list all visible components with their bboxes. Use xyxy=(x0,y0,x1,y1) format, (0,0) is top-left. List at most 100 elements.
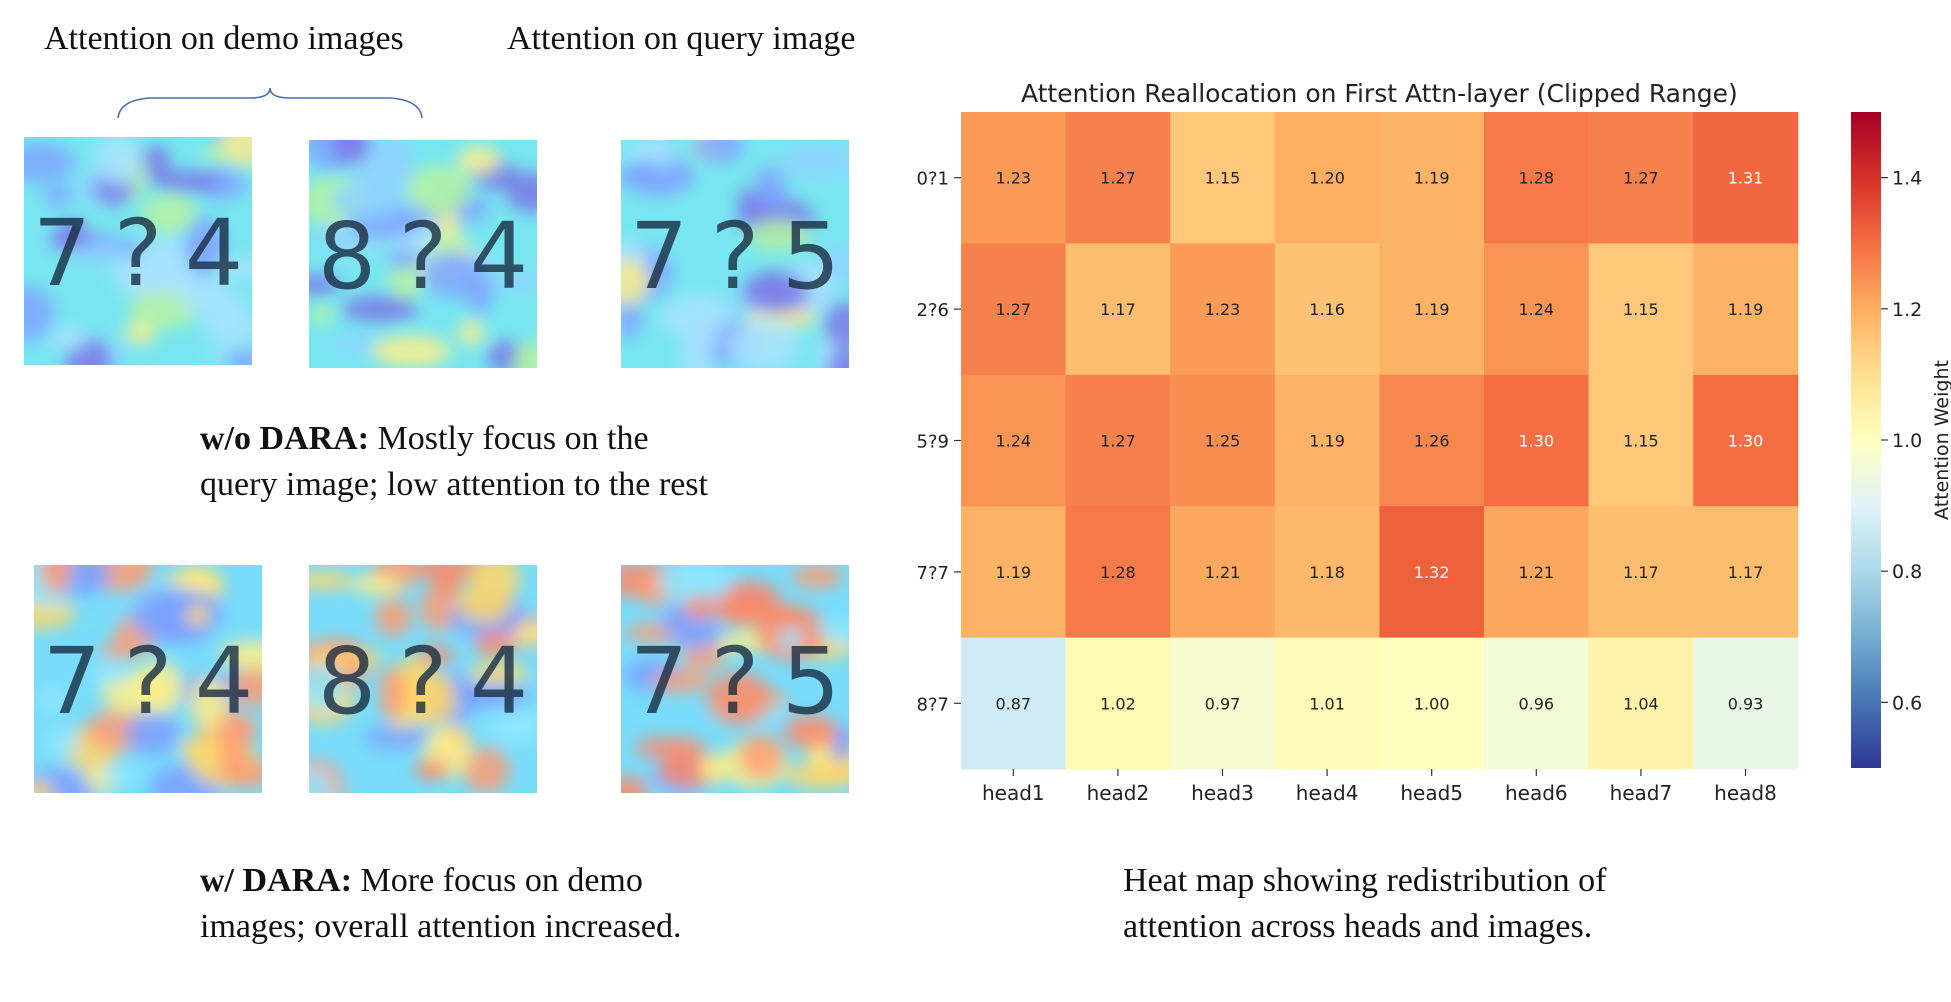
heatmap-cell xyxy=(1065,637,1171,770)
heatmap-cell xyxy=(961,374,1067,507)
tile-digit: 4 xyxy=(185,200,244,307)
heatmap-cell-label: 1.17 xyxy=(1728,563,1764,582)
x-tick-label: head5 xyxy=(1400,781,1463,805)
x-tick-label: head1 xyxy=(982,781,1045,805)
heatmap-cell-label: 0.93 xyxy=(1728,694,1764,713)
tile-digit: 7 xyxy=(630,203,689,310)
without-dara-demo-image-1: 7? 4 xyxy=(24,137,252,365)
colorbar xyxy=(1851,112,1881,768)
heatmap-cell-label: 0.96 xyxy=(1518,694,1554,713)
heatmap-cell-label: 1.28 xyxy=(1100,563,1136,582)
tile-digit: 5 xyxy=(782,628,841,735)
demo-images-label: Attention on demo images xyxy=(44,20,404,57)
heatmap-caption-line2: attention across heads and images. xyxy=(1123,908,1593,945)
tile-digit: 5 xyxy=(782,203,841,310)
heatmap-cell xyxy=(1170,374,1276,507)
tile-digit: 7 xyxy=(33,200,92,307)
x-tick-label: head8 xyxy=(1714,781,1777,805)
with-dara-query-image: 7? 5 xyxy=(621,565,849,793)
caption-with-dara: w/ DARA: More focus on demo images; over… xyxy=(200,858,820,950)
heatmap-cell xyxy=(1379,637,1485,770)
heatmap-cell-label: 1.21 xyxy=(1205,563,1241,582)
heatmap-cell-label: 1.19 xyxy=(1414,169,1450,188)
heatmap-cell xyxy=(1274,637,1380,770)
heatmap-caption: Heat map showing redistribution of atten… xyxy=(1123,858,1743,950)
heatmap-cell xyxy=(961,243,1067,376)
without-dara-demo-image-2: 8? 4 xyxy=(309,140,537,368)
heatmap-caption-line1: Heat map showing redistribution of xyxy=(1123,862,1607,899)
with-dara-demo-image-1: 7? 4 xyxy=(34,565,262,793)
colorbar-tick-label: 1.4 xyxy=(1892,168,1922,190)
y-tick-label: 5?9 xyxy=(917,432,949,453)
heatmap-cell-label: 1.01 xyxy=(1309,694,1345,713)
heatmap-cell xyxy=(1484,637,1590,770)
heatmap-cell-label: 1.24 xyxy=(1518,300,1554,319)
heatmap-cell xyxy=(1379,112,1485,244)
colorbar-tick-label: 0.8 xyxy=(1892,561,1922,583)
heatmap-cell-label: 1.00 xyxy=(1414,694,1450,713)
heatmap-cell-label: 1.19 xyxy=(1309,432,1345,451)
heatmap-cell-label: 1.02 xyxy=(1100,694,1136,713)
heatmap-cell xyxy=(1588,112,1694,244)
heatmap-cell-label: 1.19 xyxy=(995,563,1031,582)
tile-digit: ? xyxy=(399,203,448,310)
heatmap-cell xyxy=(1170,637,1276,770)
heatmap-cell xyxy=(1065,243,1171,376)
heatmap-cell-label: 1.23 xyxy=(995,169,1031,188)
heatmap-cell xyxy=(1484,243,1590,376)
tile-digit: 8 xyxy=(318,628,377,735)
heatmap-cell xyxy=(1588,506,1694,639)
caption-without-dara-bold: w/o DARA: xyxy=(200,420,370,457)
heatmap-cell xyxy=(1170,243,1276,376)
heatmap-cell xyxy=(1484,506,1590,639)
x-tick-label: head7 xyxy=(1610,781,1673,805)
caption-with-dara-bold: w/ DARA: xyxy=(200,862,353,899)
y-tick-label: 8?7 xyxy=(917,694,949,715)
tile-digit: 4 xyxy=(470,628,529,735)
heatmap-cell xyxy=(1588,374,1694,507)
chart-title: Attention Reallocation on First Attn-lay… xyxy=(1021,79,1738,108)
heatmap-cell-label: 0.87 xyxy=(995,694,1031,713)
heatmap-cell xyxy=(1484,374,1590,507)
heatmap-cell xyxy=(1379,374,1485,507)
caption-without-dara: w/o DARA: Mostly focus on the query imag… xyxy=(200,416,820,508)
heatmap-cell xyxy=(1170,112,1276,244)
heatmap-cell-label: 1.04 xyxy=(1623,694,1659,713)
heatmap-cell xyxy=(1170,506,1276,639)
heatmap-cell-label: 1.17 xyxy=(1623,563,1659,582)
heatmap-cell xyxy=(1379,243,1485,376)
heatmap-cell xyxy=(1065,506,1171,639)
heatmap-cell xyxy=(961,112,1067,244)
heatmap-cell xyxy=(1379,506,1485,639)
heatmap-cell xyxy=(1484,112,1590,244)
heatmap-cell-label: 1.27 xyxy=(1100,432,1136,451)
heatmap-cell xyxy=(1274,506,1380,639)
tile-digit: 4 xyxy=(195,628,254,735)
heatmap-cell xyxy=(1588,243,1694,376)
without-dara-query-image: 7? 5 xyxy=(621,140,849,368)
heatmap-cell-label: 1.27 xyxy=(1623,169,1659,188)
heatmap-cell xyxy=(1274,243,1380,376)
heatmap-cell-label: 1.19 xyxy=(1728,300,1764,319)
heatmap-cell xyxy=(1274,374,1380,507)
heatmap-cell xyxy=(1693,374,1799,507)
heatmap-cell-label: 1.32 xyxy=(1414,563,1450,582)
heatmap-cell-label: 1.21 xyxy=(1518,563,1554,582)
colorbar-tick-label: 1.2 xyxy=(1892,299,1922,321)
heatmap-cell-label: 1.18 xyxy=(1309,563,1345,582)
caption-with-dara-line2: images; overall attention increased. xyxy=(200,908,682,945)
y-tick-label: 7?7 xyxy=(917,563,949,584)
caption-with-dara-line1: More focus on demo xyxy=(352,862,643,899)
colorbar-label: Attention Weight xyxy=(1931,360,1951,520)
heatmap-cell-label: 1.28 xyxy=(1518,169,1554,188)
heatmap-cell-label: 0.97 xyxy=(1205,694,1241,713)
heatmap-cell xyxy=(1693,112,1799,244)
heatmap-cell-label: 1.19 xyxy=(1414,300,1450,319)
tile-digit: 4 xyxy=(470,203,529,310)
x-tick-label: head4 xyxy=(1296,781,1359,805)
heatmap-cell xyxy=(1274,112,1380,244)
colorbar-tick-label: 0.6 xyxy=(1892,692,1922,714)
tile-digit: ? xyxy=(711,203,760,310)
y-tick-label: 0?1 xyxy=(917,169,949,190)
query-image-label: Attention on query image xyxy=(507,20,856,57)
